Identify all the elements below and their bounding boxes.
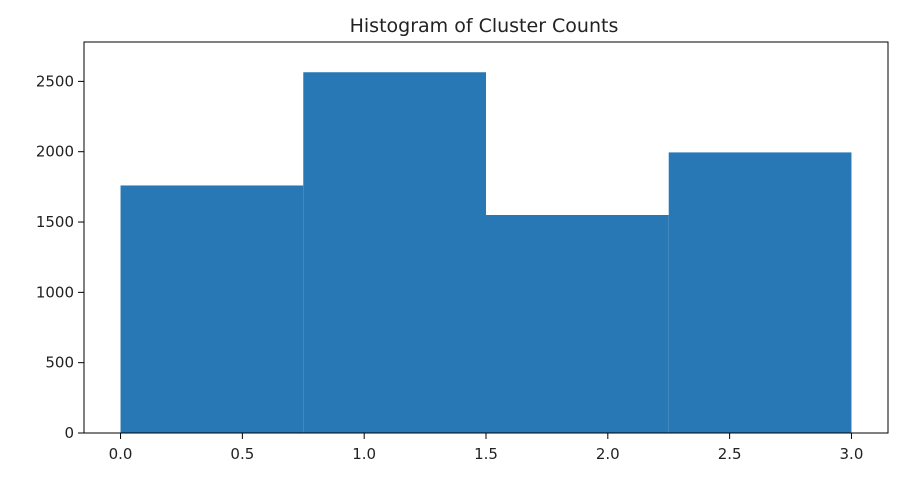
plot-frame bbox=[83, 41, 889, 434]
bar-2 bbox=[486, 214, 669, 433]
y-tick-label: 1000 bbox=[36, 283, 74, 301]
y-tick-label: 2000 bbox=[36, 143, 74, 161]
x-tick-label: 2.0 bbox=[596, 445, 620, 463]
bar-0 bbox=[120, 185, 304, 433]
x-tick-label: 0.0 bbox=[109, 445, 133, 463]
y-axis: 0 500 1000 1500 2000 2500 bbox=[36, 72, 84, 442]
y-tick-label: 0 bbox=[64, 424, 74, 442]
y-tick-label: 2500 bbox=[36, 72, 74, 90]
bar-3 bbox=[668, 152, 852, 434]
bar-1 bbox=[303, 72, 486, 434]
x-tick-label: 2.5 bbox=[718, 445, 742, 463]
chart-title: Histogram of Cluster Counts bbox=[350, 15, 619, 37]
bars-group bbox=[120, 72, 852, 434]
x-tick-label: 1.5 bbox=[474, 445, 498, 463]
x-tick-label: 1.0 bbox=[352, 445, 376, 463]
x-tick-label: 0.5 bbox=[230, 445, 254, 463]
x-tick-label: 3.0 bbox=[840, 445, 864, 463]
y-tick-label: 500 bbox=[45, 354, 74, 372]
x-axis: 0.0 0.5 1.0 1.5 2.0 2.5 3.0 bbox=[109, 433, 864, 463]
y-tick-label: 1500 bbox=[36, 213, 74, 231]
